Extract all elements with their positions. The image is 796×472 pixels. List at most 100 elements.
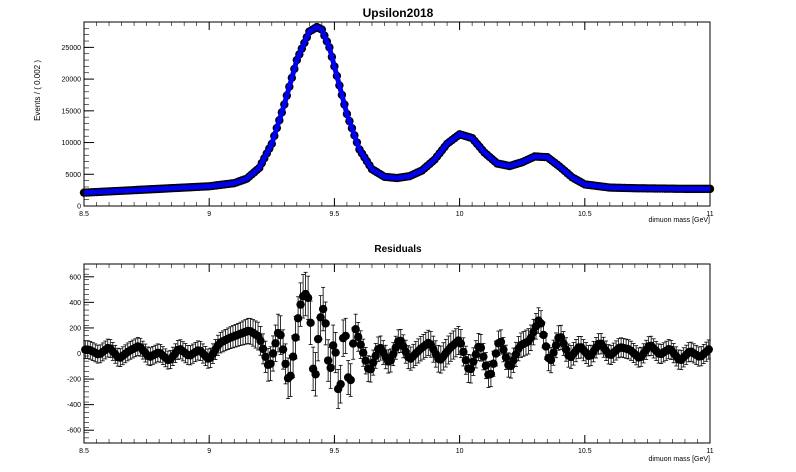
residual-point — [356, 340, 365, 349]
residual-point — [549, 348, 558, 357]
residual-point — [311, 370, 320, 379]
residual-point — [489, 359, 498, 368]
residual-point — [536, 319, 546, 328]
residual-point — [496, 337, 506, 347]
residual-point — [371, 351, 380, 361]
x-tick-label: 10 — [456, 211, 464, 218]
x-tick-label: 9 — [207, 211, 211, 218]
residual-point — [306, 318, 315, 328]
residual-point — [326, 363, 335, 373]
fit-curve — [83, 24, 710, 196]
x-tick-label: 11 — [706, 211, 713, 218]
residual-point — [261, 352, 270, 362]
residual-point — [278, 345, 288, 354]
y-tick-label: 25000 — [62, 45, 82, 52]
residual-point — [366, 365, 375, 374]
residual-point — [353, 332, 363, 342]
residuals-x-axis-label: dimuon mass [GeV] — [649, 456, 711, 463]
y-tick-label: -600 — [67, 428, 81, 435]
residual-point — [486, 369, 496, 379]
residual-point — [361, 356, 370, 365]
residual-point — [313, 334, 323, 344]
residual-point — [318, 304, 328, 314]
residual-point — [331, 348, 340, 357]
x-tick-label: 9.5 — [330, 448, 340, 455]
y-tick-label: 5000 — [65, 172, 81, 179]
residual-point — [351, 325, 360, 334]
residual-point — [501, 353, 511, 362]
residual-point — [303, 293, 313, 303]
residual-point — [461, 356, 471, 365]
main-fit-panel: Upsilon2018 Events / ( 0.002 ) dimuon ma… — [33, 6, 715, 224]
y-tick-label: 600 — [69, 274, 81, 281]
y-tick-label: 0 — [77, 204, 81, 211]
residual-point — [268, 349, 278, 358]
residual-point — [288, 352, 298, 361]
x-tick-label: 10.5 — [578, 448, 592, 455]
y-tick-label: -400 — [67, 402, 81, 409]
x-tick-label: 8.5 — [79, 448, 89, 455]
residual-point — [291, 333, 300, 342]
residual-point — [491, 349, 501, 358]
main-axes: 8.5 9 9.5 10 10.5 11 0 5000 10000 15000 20000 25000 — [62, 21, 714, 218]
residual-point — [456, 339, 466, 348]
y-tick-label: 400 — [69, 300, 81, 307]
residuals-chart-title: Residuals — [374, 244, 422, 255]
residuals-panel: Residuals dimuon mass [GeV] 8.5 9 9.5 10 10.… — [67, 244, 714, 463]
residual-point — [323, 356, 333, 365]
x-tick-label: 11 — [706, 448, 713, 455]
residual-point — [316, 313, 325, 322]
main-y-axis-label: Events / ( 0.002 ) — [33, 60, 42, 121]
residual-point — [704, 345, 713, 354]
residual-point — [391, 343, 400, 352]
residual-point — [266, 359, 275, 368]
residuals-data-points — [81, 271, 713, 409]
y-tick-label: 15000 — [62, 108, 82, 115]
residual-point — [459, 347, 468, 357]
residual-point — [286, 371, 295, 381]
y-tick-label: 10000 — [62, 140, 82, 147]
residual-point — [296, 300, 305, 309]
residual-point — [541, 342, 551, 351]
main-x-axis-label: dimuon mass [GeV] — [649, 217, 711, 224]
x-tick-label: 10.5 — [578, 211, 592, 218]
x-tick-label: 9 — [207, 448, 211, 455]
y-tick-label: 0 — [77, 351, 81, 358]
residual-point — [346, 375, 355, 385]
residual-point — [479, 352, 488, 361]
residual-point — [341, 331, 350, 341]
residual-point — [358, 348, 368, 357]
residual-point — [471, 350, 481, 359]
residual-point — [281, 359, 290, 369]
y-tick-label: 20000 — [62, 77, 82, 84]
residual-point — [321, 319, 330, 328]
x-tick-label: 9.5 — [330, 211, 340, 218]
residual-point — [336, 379, 345, 389]
residual-point — [293, 314, 303, 323]
residual-point — [276, 330, 285, 340]
residual-point — [546, 355, 556, 365]
residual-point — [386, 356, 395, 365]
residual-point — [466, 364, 476, 374]
residual-point — [476, 343, 486, 352]
residuals-axes: 8.5 9 9.5 10 10.5 11 -600 -400 -200 0 200 400 600 — [67, 263, 714, 455]
residual-point — [271, 339, 280, 348]
residual-point — [469, 357, 478, 366]
residual-point — [389, 349, 398, 359]
residual-point — [348, 339, 358, 348]
x-tick-label: 8.5 — [79, 211, 89, 218]
residual-point — [539, 330, 548, 340]
residual-point — [256, 336, 265, 346]
residual-point — [328, 341, 338, 350]
residual-point — [481, 361, 491, 370]
y-tick-label: -200 — [67, 377, 81, 384]
residual-point — [258, 344, 268, 354]
y-tick-label: 200 — [69, 325, 81, 332]
main-chart-title: Upsilon2018 — [363, 6, 434, 20]
residual-point — [499, 345, 508, 354]
x-tick-label: 10 — [456, 448, 464, 455]
residual-point — [551, 341, 561, 350]
residual-point — [369, 358, 378, 367]
